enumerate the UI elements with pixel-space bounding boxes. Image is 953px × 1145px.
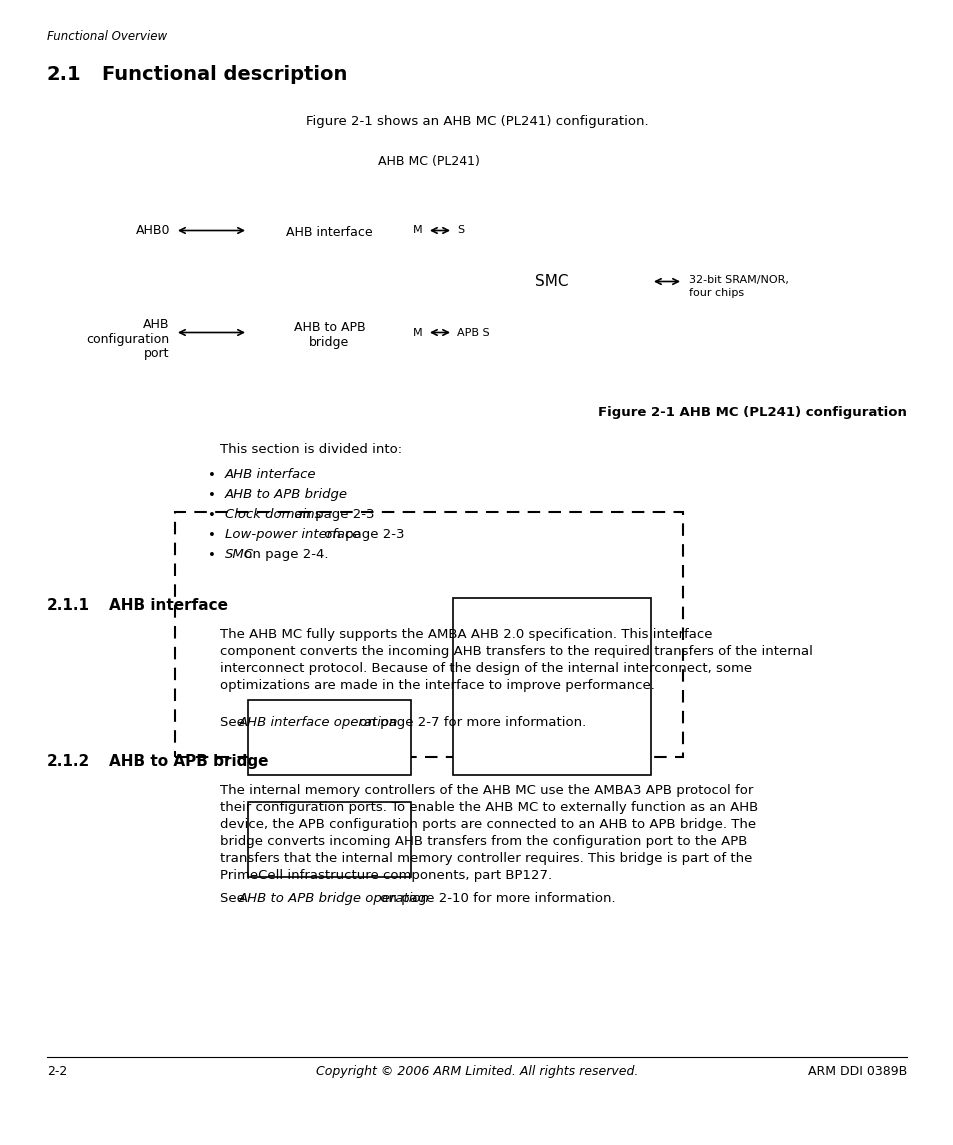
Text: on page 2-10 for more information.: on page 2-10 for more information. [375,892,615,905]
Text: AHB interface: AHB interface [109,598,228,613]
Text: This section is divided into:: This section is divided into: [220,443,402,456]
Text: •: • [208,529,215,542]
Text: •: • [208,489,215,502]
Text: AHB interface operation: AHB interface operation [239,716,398,729]
Text: Clock domains: Clock domains [225,508,321,521]
Text: AHB: AHB [142,318,169,332]
Text: AHB0: AHB0 [135,224,170,237]
Text: on page 2-3: on page 2-3 [319,528,404,540]
Text: ARM DDI 0389B: ARM DDI 0389B [807,1065,906,1077]
Text: Figure 2-1 shows an AHB MC (PL241) configuration.: Figure 2-1 shows an AHB MC (PL241) confi… [305,114,648,128]
Text: 2-2: 2-2 [47,1065,67,1077]
Text: SMC: SMC [535,274,568,289]
Text: 32-bit SRAM/NOR,: 32-bit SRAM/NOR, [688,275,788,284]
Text: on page 2-7 for more information.: on page 2-7 for more information. [355,716,586,729]
Text: APB S: APB S [456,327,489,338]
Text: AHB interface: AHB interface [225,468,316,481]
Text: •: • [208,469,215,482]
Text: See: See [220,892,249,905]
Text: Functional Overview: Functional Overview [47,30,167,44]
Text: SMC: SMC [225,548,253,561]
Text: 2.1.2: 2.1.2 [47,755,91,769]
Text: 2.1.1: 2.1.1 [47,598,90,613]
Text: on page 2-3: on page 2-3 [290,508,375,521]
Bar [248,700,411,775]
Text: M: M [413,327,422,338]
Text: four chips: four chips [688,289,743,299]
Text: AHB to APB bridge: AHB to APB bridge [225,488,348,502]
Text: bridge: bridge [309,335,349,349]
Bar [453,598,650,775]
Text: Low-power interface: Low-power interface [225,528,360,540]
Text: AHB to APB bridge: AHB to APB bridge [109,755,268,769]
Text: See: See [220,716,249,729]
Text: Figure 2-1 AHB MC (PL241) configuration: Figure 2-1 AHB MC (PL241) configuration [598,406,906,419]
Text: The internal memory controllers of the AHB MC use the AMBA3 APB protocol for
the: The internal memory controllers of the A… [220,784,758,882]
Text: port: port [143,347,169,360]
Text: on page 2-4.: on page 2-4. [240,548,328,561]
Text: •: • [208,548,215,562]
Text: AHB MC (PL241): AHB MC (PL241) [377,155,479,168]
Text: configuration: configuration [86,332,169,346]
Text: 2.1: 2.1 [47,65,82,84]
Text: AHB to APB: AHB to APB [294,321,365,334]
Text: AHB interface: AHB interface [286,226,373,239]
Text: The AHB MC fully supports the AMBA AHB 2.0 specification. This interface
compone: The AHB MC fully supports the AMBA AHB 2… [220,627,812,692]
Text: S: S [456,226,464,236]
Text: Copyright © 2006 ARM Limited. All rights reserved.: Copyright © 2006 ARM Limited. All rights… [315,1065,638,1077]
Text: •: • [208,510,215,522]
Bar [174,512,682,757]
Text: Functional description: Functional description [102,65,347,84]
Text: M: M [413,226,422,236]
Text: AHB to APB bridge operation: AHB to APB bridge operation [239,892,430,905]
Bar [248,802,411,877]
